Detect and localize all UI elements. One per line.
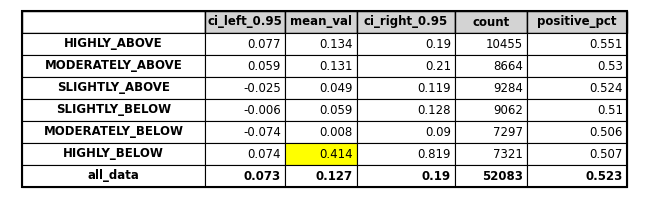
Bar (205, 99, 285, 121)
Bar (455, 165, 527, 187)
Text: 0.09: 0.09 (425, 126, 451, 138)
Text: 7297: 7297 (493, 126, 523, 138)
Bar (455, 11, 527, 33)
Bar (527, 99, 627, 121)
Text: 0.19: 0.19 (425, 37, 451, 50)
Bar (285, 33, 357, 55)
Text: MODERATELY_BELOW: MODERATELY_BELOW (43, 126, 184, 138)
Text: 0.414: 0.414 (319, 148, 353, 161)
Bar (22, 11, 205, 33)
Text: 0.819: 0.819 (417, 148, 451, 161)
Bar (205, 55, 285, 77)
Text: ci_left_0.95: ci_left_0.95 (208, 15, 282, 29)
Bar (455, 77, 527, 99)
Text: -0.006: -0.006 (243, 104, 281, 116)
Text: 8664: 8664 (493, 60, 523, 72)
Bar (285, 77, 357, 99)
Text: 0.51: 0.51 (597, 104, 623, 116)
Text: 0.074: 0.074 (247, 148, 281, 161)
Bar (22, 77, 205, 99)
Text: 0.049: 0.049 (319, 82, 353, 94)
Text: HIGHLY_BELOW: HIGHLY_BELOW (63, 148, 164, 161)
Text: 0.059: 0.059 (248, 60, 281, 72)
Text: HIGHLY_ABOVE: HIGHLY_ABOVE (64, 37, 163, 50)
Bar (527, 77, 627, 99)
Bar (357, 77, 455, 99)
Text: 0.134: 0.134 (319, 37, 353, 50)
Bar (22, 55, 205, 77)
Text: 9284: 9284 (493, 82, 523, 94)
Bar (527, 143, 627, 165)
Text: 0.131: 0.131 (319, 60, 353, 72)
Bar (205, 165, 285, 187)
Text: 0.059: 0.059 (319, 104, 353, 116)
Bar (22, 143, 205, 165)
Bar (22, 11, 627, 187)
Bar (455, 99, 527, 121)
Text: 52083: 52083 (482, 169, 523, 183)
Text: mean_val: mean_val (290, 15, 352, 29)
Bar (22, 99, 205, 121)
Text: 0.21: 0.21 (425, 60, 451, 72)
Bar (357, 121, 455, 143)
Bar (455, 33, 527, 55)
Bar (357, 143, 455, 165)
Bar (285, 143, 357, 165)
Text: -0.074: -0.074 (243, 126, 281, 138)
Text: 0.008: 0.008 (320, 126, 353, 138)
Text: 0.551: 0.551 (590, 37, 623, 50)
Bar (22, 165, 205, 187)
Bar (285, 11, 357, 33)
Text: 0.19: 0.19 (422, 169, 451, 183)
Text: all_data: all_data (88, 169, 140, 183)
Bar (285, 55, 357, 77)
Bar (205, 33, 285, 55)
Bar (205, 143, 285, 165)
Bar (357, 55, 455, 77)
Text: count: count (472, 15, 509, 29)
Text: SLIGHTLY_ABOVE: SLIGHTLY_ABOVE (57, 82, 170, 94)
Bar (357, 99, 455, 121)
Text: 0.119: 0.119 (417, 82, 451, 94)
Text: 7321: 7321 (493, 148, 523, 161)
Bar (455, 143, 527, 165)
Text: 0.073: 0.073 (244, 169, 281, 183)
Bar (527, 11, 627, 33)
Bar (205, 77, 285, 99)
Text: positive_pct: positive_pct (537, 15, 617, 29)
Bar (455, 121, 527, 143)
Bar (285, 165, 357, 187)
Text: 0.507: 0.507 (590, 148, 623, 161)
Bar (357, 11, 455, 33)
Bar (527, 33, 627, 55)
Bar (357, 165, 455, 187)
Bar (527, 165, 627, 187)
Bar (22, 121, 205, 143)
Bar (285, 121, 357, 143)
Bar (357, 33, 455, 55)
Text: MODERATELY_ABOVE: MODERATELY_ABOVE (45, 60, 182, 72)
Text: SLIGHTLY_BELOW: SLIGHTLY_BELOW (56, 104, 171, 116)
Bar (22, 33, 205, 55)
Text: 9062: 9062 (493, 104, 523, 116)
Text: ci_right_0.95: ci_right_0.95 (364, 15, 448, 29)
Bar (205, 121, 285, 143)
Text: 0.53: 0.53 (597, 60, 623, 72)
Bar (285, 99, 357, 121)
Text: 0.127: 0.127 (316, 169, 353, 183)
Text: 10455: 10455 (486, 37, 523, 50)
Text: 0.128: 0.128 (417, 104, 451, 116)
Bar (527, 55, 627, 77)
Bar (455, 55, 527, 77)
Text: 0.523: 0.523 (586, 169, 623, 183)
Text: 0.506: 0.506 (590, 126, 623, 138)
Bar (205, 11, 285, 33)
Text: 0.077: 0.077 (247, 37, 281, 50)
Bar (527, 121, 627, 143)
Text: 0.524: 0.524 (589, 82, 623, 94)
Text: -0.025: -0.025 (243, 82, 281, 94)
